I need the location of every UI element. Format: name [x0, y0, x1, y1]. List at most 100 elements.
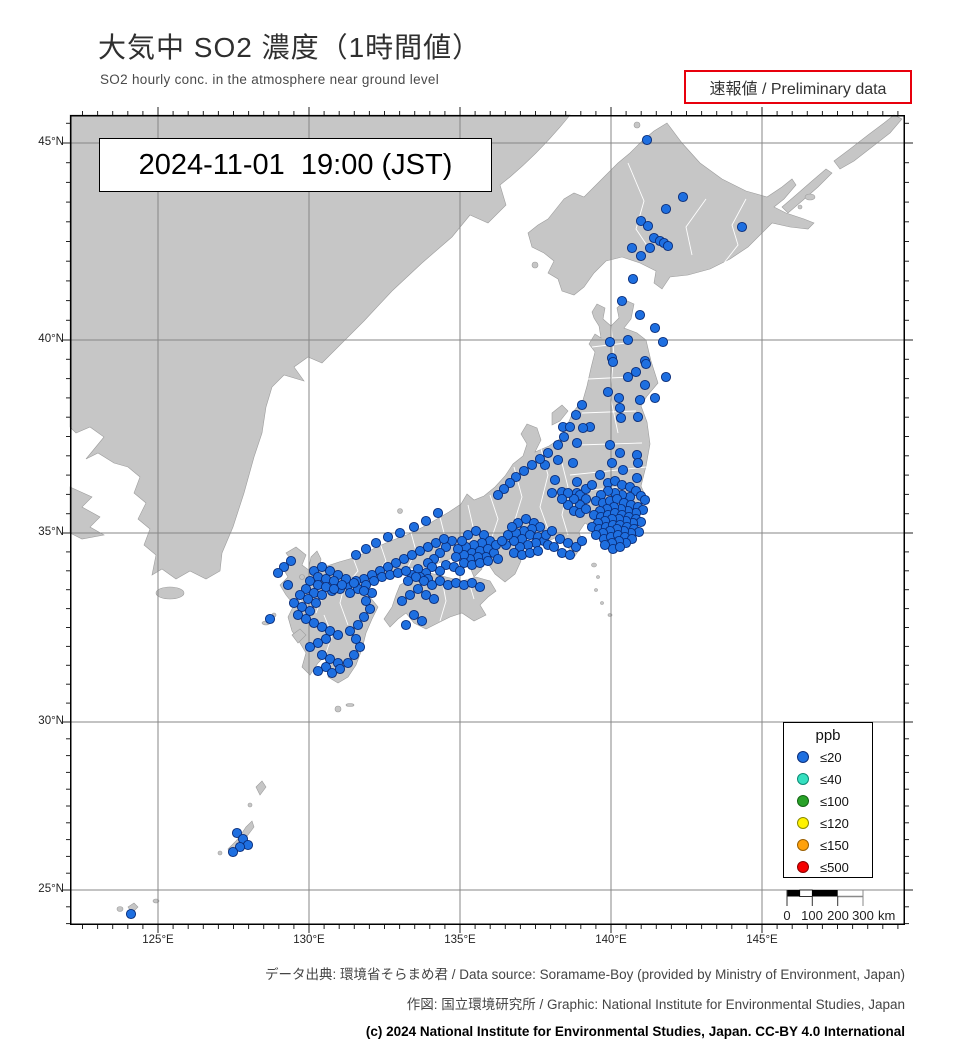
- legend-color-dot: [797, 751, 809, 763]
- station-dot: [631, 472, 643, 484]
- station-dot: [642, 220, 654, 232]
- station-dot: [412, 583, 424, 595]
- station-dot: [328, 583, 340, 595]
- station-dot: [292, 609, 304, 621]
- station-dot: [534, 453, 546, 465]
- lon-label-140e: 140°E: [595, 934, 627, 946]
- lat-label-30n: 30°N: [38, 715, 64, 727]
- station-dot: [496, 535, 508, 547]
- station-dot: [630, 366, 642, 378]
- station-dot: [615, 412, 627, 424]
- station-dot: [564, 421, 576, 433]
- station-dot: [649, 322, 661, 334]
- station-dot: [312, 665, 324, 677]
- legend-item-label: ≤20: [820, 749, 842, 765]
- land-china-coast: [69, 486, 105, 540]
- station-dot: [231, 827, 243, 839]
- station-dot: [546, 525, 558, 537]
- footer-copyright: (c) 2024 National Institute for Environm…: [365, 1024, 905, 1039]
- scale-bar: 0 100 200 300 km: [783, 889, 895, 923]
- land-izu-2: [596, 575, 600, 579]
- station-dot: [410, 571, 422, 583]
- station-dot: [414, 545, 426, 557]
- station-dot: [466, 577, 478, 589]
- station-dot: [420, 589, 432, 601]
- station-dot: [462, 529, 474, 541]
- station-dot: [482, 555, 494, 567]
- station-dot: [336, 579, 348, 591]
- legend-color-dot: [797, 839, 809, 851]
- station-dot: [616, 295, 628, 307]
- legend-item-label: ≤100: [820, 793, 849, 809]
- station-dot: [657, 336, 669, 348]
- station-dot: [564, 549, 576, 561]
- land-oki: [397, 508, 403, 514]
- station-dot: [532, 545, 544, 557]
- legend-item-label: ≤40: [820, 771, 842, 787]
- land-izu-4: [600, 601, 604, 605]
- lat-label-45n: 45°N: [38, 136, 64, 148]
- station-dot: [304, 605, 316, 617]
- legend-item-label: ≤500: [820, 859, 849, 875]
- scale-300: 300: [852, 908, 874, 923]
- footer-data-source: データ出典: 環境省そらまめ君 / Data source: Soramame-…: [265, 967, 905, 982]
- station-dot: [348, 577, 360, 589]
- land-okushiri: [531, 261, 539, 269]
- land-habomai: [797, 204, 803, 210]
- station-dot: [627, 273, 639, 285]
- station-dot: [554, 533, 566, 545]
- station-dot: [364, 603, 376, 615]
- station-dot: [635, 250, 647, 262]
- station-dot: [430, 537, 442, 549]
- station-dot: [394, 527, 406, 539]
- legend: ppb ≤20 ≤40 ≤100 ≤120 ≤150 ≤500: [783, 722, 873, 878]
- station-dot: [556, 493, 568, 505]
- station-dot: [308, 617, 320, 629]
- station-dot: [518, 465, 530, 477]
- station-dot: [434, 575, 446, 587]
- station-dot: [332, 629, 344, 641]
- timestamp-box: 2024-11-01 19:00 (JST): [99, 138, 492, 192]
- station-dot: [316, 589, 328, 601]
- station-dot: [434, 565, 446, 577]
- station-dot: [577, 422, 589, 434]
- station-dot: [304, 575, 316, 587]
- station-dot: [282, 579, 294, 591]
- legend-title: ppb: [815, 727, 841, 744]
- station-dot: [358, 611, 370, 623]
- station-dot: [576, 399, 588, 411]
- station-dot: [502, 529, 514, 541]
- station-dot: [568, 493, 580, 505]
- lat-label-25n: 25°N: [38, 883, 64, 895]
- station-dot: [368, 575, 380, 587]
- station-dot: [288, 597, 300, 609]
- station-dot: [492, 489, 504, 501]
- land-izu-oshima: [591, 562, 597, 568]
- station-dot: [562, 499, 574, 511]
- station-dot: [508, 535, 520, 547]
- station-dot: [614, 402, 626, 414]
- station-dot: [660, 371, 672, 383]
- land-iturup: [833, 114, 903, 170]
- station-dot: [736, 221, 748, 233]
- station-dot: [294, 589, 306, 601]
- station-dot: [634, 309, 646, 321]
- station-dot: [434, 547, 446, 559]
- station-dot: [398, 553, 410, 565]
- lon-label-145e: 145°E: [746, 934, 778, 946]
- station-dot: [396, 595, 408, 607]
- lon-label-130e: 130°E: [293, 934, 325, 946]
- lon-label-125e: 125°E: [142, 934, 174, 946]
- station-dot: [350, 549, 362, 561]
- station-dot: [571, 437, 583, 449]
- map-frame: [70, 115, 905, 925]
- station-dot: [456, 535, 468, 547]
- station-dot: [360, 543, 372, 555]
- station-dot: [408, 521, 420, 533]
- footer-graphic-credit: 作図: 国立環境研究所 / Graphic: National Institut…: [406, 997, 905, 1012]
- station-dot: [406, 549, 418, 561]
- station-dot: [640, 358, 652, 370]
- station-dot: [570, 541, 582, 553]
- station-dot: [227, 846, 239, 858]
- land-amami: [255, 780, 267, 796]
